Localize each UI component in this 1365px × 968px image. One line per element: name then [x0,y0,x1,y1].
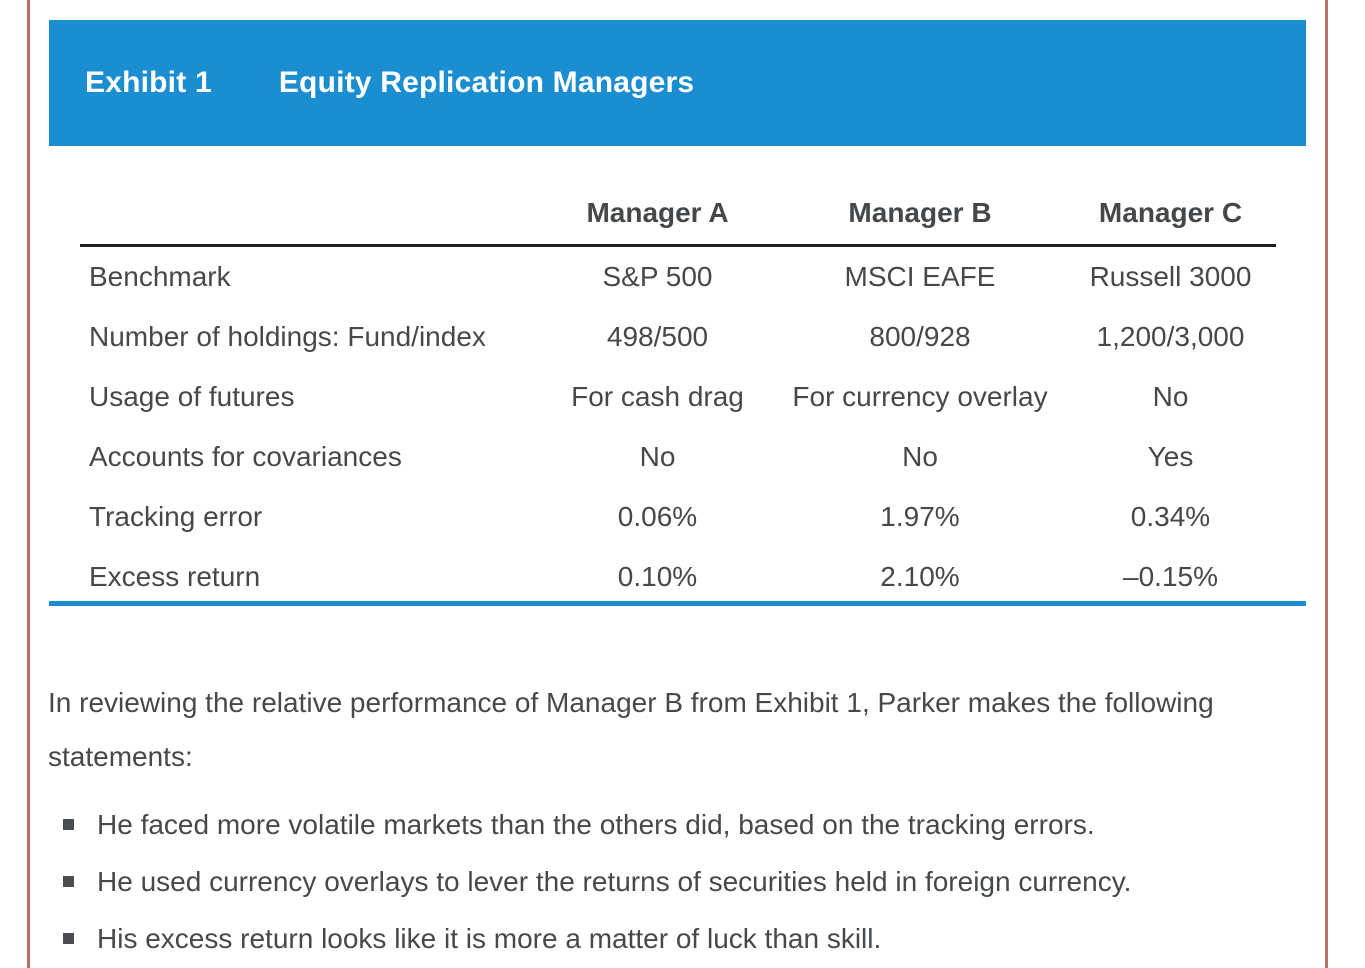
column-header-empty [80,182,540,246]
cell-manager-c: 1,200/3,000 [1096,321,1245,352]
table-bottom-rule [49,601,1306,606]
column-header-manager-b: Manager B [848,197,992,228]
cell-manager-c: No [1152,381,1189,412]
statement-text: He faced more volatile markets than the … [97,809,1095,840]
table-row-holdings: Number of holdings: Fund/index 498/500 8… [80,307,1276,367]
cell-manager-c: –0.15% [1123,561,1218,592]
row-label: Accounts for covariances [89,441,402,472]
column-header-manager-a: Manager A [586,197,729,228]
statement-text: He used currency overlays to lever the r… [97,866,1132,897]
table-row-tracking-error: Tracking error 0.06% 1.97% 0.34% [80,487,1276,547]
bullet-icon [63,876,74,887]
cell-manager-c: Russell 3000 [1089,261,1252,292]
row-label: Benchmark [89,261,231,292]
cell-manager-b: 2.10% [880,561,960,592]
cell-manager-a: For cash drag [571,381,744,412]
cell-manager-a: No [639,441,676,472]
cell-manager-b: MSCI EAFE [844,261,996,292]
table-row-benchmark: Benchmark S&P 500 MSCI EAFE Russell 3000 [80,246,1276,308]
table-row-futures: Usage of futures For cash drag For curre… [80,367,1276,427]
bullet-icon [63,819,74,830]
statement-list: He faced more volatile markets than the … [63,796,1303,967]
cell-manager-a: 0.06% [617,501,698,532]
cell-manager-c: Yes [1147,441,1194,472]
table-row-covariances: Accounts for covariances No No Yes [80,427,1276,487]
cell-manager-b: No [902,441,938,472]
cell-manager-a: 498/500 [606,321,709,352]
list-item: He used currency overlays to lever the r… [63,853,1303,910]
table-row-excess-return: Excess return 0.10% 2.10% –0.15% [80,547,1276,607]
cell-manager-b: 800/928 [869,321,971,352]
cell-manager-b: 1.97% [880,501,960,532]
row-label: Tracking error [89,501,263,532]
bullet-icon [63,933,74,944]
row-label: Excess return [89,561,261,592]
exhibit-header-bar: Exhibit 1 Equity Replication Managers [49,20,1306,146]
cell-manager-c: 0.34% [1130,501,1211,532]
right-page-border [1325,0,1328,968]
intro-paragraph: In reviewing the relative performance of… [48,687,1214,772]
table-header-row: Manager A Manager B Manager C [80,182,1276,246]
cell-manager-a: S&P 500 [602,261,713,292]
row-label: Usage of futures [89,381,295,412]
exhibit-title: Equity Replication Managers [278,66,695,99]
cell-manager-a: 0.10% [617,561,698,592]
cell-manager-b: For currency overlay [792,381,1048,412]
list-item: He faced more volatile markets than the … [63,796,1303,853]
equity-replication-managers-table: Manager A Manager B Manager C Benchmark … [80,182,1276,607]
list-item: His excess return looks like it is more … [63,910,1303,967]
row-label: Number of holdings: Fund/index [89,321,486,352]
left-page-border [27,0,30,968]
column-header-manager-c: Manager C [1098,197,1243,228]
exhibit-number-label: Exhibit 1 [85,66,212,99]
statement-text: His excess return looks like it is more … [97,923,882,954]
